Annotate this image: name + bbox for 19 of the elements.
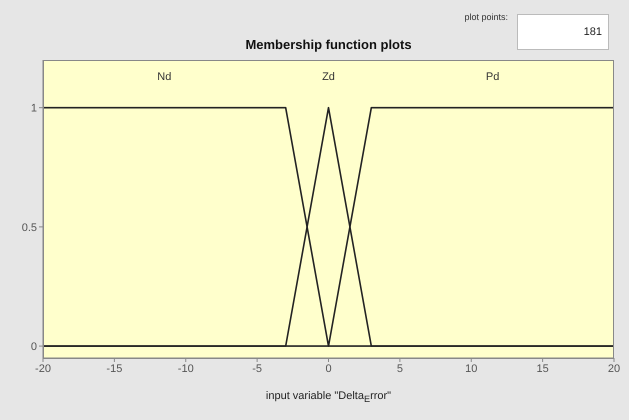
chart-title: Membership function plots: [244, 37, 413, 52]
text-field: 181: [517, 14, 609, 50]
x-tick-label: 0: [325, 362, 332, 375]
text: Zd: [321, 71, 336, 84]
x-tick-label: -20: [35, 362, 51, 375]
x-axis-title: input variable "Delta$_{E}$rror": [264, 390, 392, 404]
text: Pd: [484, 71, 500, 84]
text: Nd: [156, 71, 172, 84]
x-tick-label: -15: [106, 362, 122, 375]
text: plot points:: [463, 12, 508, 22]
y-tick-label: 0.5: [22, 222, 37, 234]
x-tick-label: 15: [536, 362, 549, 375]
y-tick-label: 1: [30, 102, 37, 115]
x-tick-label: -5: [252, 362, 262, 375]
y-tick-label: 0: [30, 340, 37, 353]
x-tick-label: 5: [396, 362, 403, 375]
x-tick-label: 10: [465, 362, 478, 375]
x-tick-label: 20: [608, 362, 620, 375]
x-tick-label: -10: [178, 362, 194, 375]
